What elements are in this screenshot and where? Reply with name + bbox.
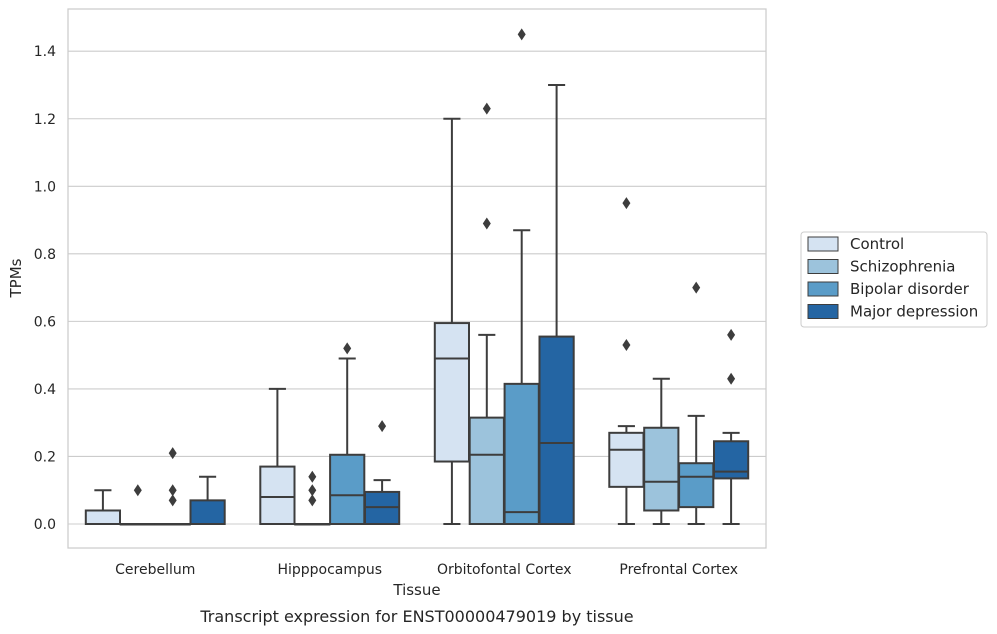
plot-frame [67, 8, 767, 549]
box-iqr [678, 462, 715, 509]
boxes-layer [84, 28, 750, 526]
x-ticks: Cerebellum Hipppocampus Orbitofontal Corte… [115, 562, 738, 578]
box-iqr [503, 382, 540, 525]
box-iqr [259, 465, 296, 526]
box-3-3 [712, 328, 750, 525]
x-tick-label: Hipppocampus [277, 562, 382, 578]
outlier-point [727, 372, 736, 385]
box-0-3 [608, 197, 645, 525]
y-tick-label: 0.8 [34, 247, 56, 263]
legend-swatch [807, 259, 839, 274]
y-tick-label: 0.0 [34, 517, 56, 533]
legend-item: Bipolar disorder [807, 280, 970, 298]
outlier-point [168, 484, 177, 497]
outlier-point [692, 281, 701, 294]
box-1-1 [294, 470, 331, 526]
outlier-point [308, 484, 317, 497]
outlier-point [343, 342, 352, 355]
outlier-point [622, 339, 631, 352]
box-iqr [538, 335, 575, 525]
box-2-2 [503, 28, 540, 525]
legend-items: Control Schizophrenia Bipolar disorder Majo… [807, 235, 978, 321]
box-0-0 [84, 489, 122, 526]
legend-label: Schizophrenia [850, 258, 955, 276]
box-iqr [712, 440, 750, 480]
legend-label: Major depression [850, 303, 978, 321]
box-0-1 [259, 387, 296, 526]
box-iqr [433, 322, 471, 463]
legend-swatch [807, 236, 839, 252]
y-tick-label: 1.2 [34, 112, 56, 128]
box-iqr [468, 416, 505, 526]
box-0-2 [433, 117, 471, 525]
box-iqr [643, 426, 680, 512]
outlier-point [378, 420, 387, 433]
legend-item: Major depression [807, 303, 978, 321]
box-iqr [189, 499, 226, 525]
outlier-point [168, 447, 177, 460]
box-3-1 [363, 420, 401, 525]
y-tick-label: 0.6 [34, 314, 56, 330]
legend-label: Control [850, 235, 904, 253]
legend: Control Schizophrenia Bipolar disorder Majo… [800, 231, 988, 328]
outlier-point [482, 102, 491, 115]
box-iqr [329, 453, 366, 526]
y-tick-label: 0.2 [34, 449, 56, 465]
outlier-point [168, 494, 177, 507]
box-2-0 [154, 447, 191, 526]
legend-item: Control [807, 235, 904, 253]
legend-swatch [807, 281, 839, 297]
legend-swatch [807, 304, 839, 319]
y-tick-label: 1.4 [34, 44, 56, 60]
box-3-2 [538, 83, 575, 525]
y-ticks: 0.0 0.2 0.4 0.6 0.8 1.0 1.2 1.4 [34, 44, 56, 533]
box-2-1 [329, 342, 366, 526]
box-1-0 [119, 484, 156, 526]
box-iqr [84, 509, 122, 526]
outlier-point [517, 28, 526, 41]
box-3-0 [189, 475, 226, 525]
grid-layer [68, 50, 766, 525]
y-axis-label: TPMs [7, 258, 25, 298]
outlier-point [727, 328, 736, 341]
box-1-3 [643, 377, 680, 525]
legend-frame [800, 231, 988, 328]
box-2-3 [678, 281, 715, 525]
outlier-point [308, 494, 317, 507]
box-iqr [608, 431, 645, 488]
legend-item: Schizophrenia [807, 258, 955, 276]
x-tick-label: Cerebellum [115, 562, 195, 578]
y-tick-label: 1.0 [34, 179, 56, 195]
box-1-2 [468, 102, 505, 526]
y-tick-label: 0.4 [34, 382, 56, 398]
chart-caption: Transcript expression for ENST0000047901… [199, 607, 633, 626]
x-axis-label: Tissue [392, 581, 440, 599]
legend-label: Bipolar disorder [850, 280, 970, 298]
outlier-point [308, 470, 317, 483]
outlier-point [133, 484, 142, 497]
outlier-point [482, 217, 491, 230]
x-tick-label: Prefrontal Cortex [619, 562, 738, 578]
x-tick-label: Orbitofontal Cortex [437, 562, 572, 578]
outlier-point [622, 197, 631, 210]
